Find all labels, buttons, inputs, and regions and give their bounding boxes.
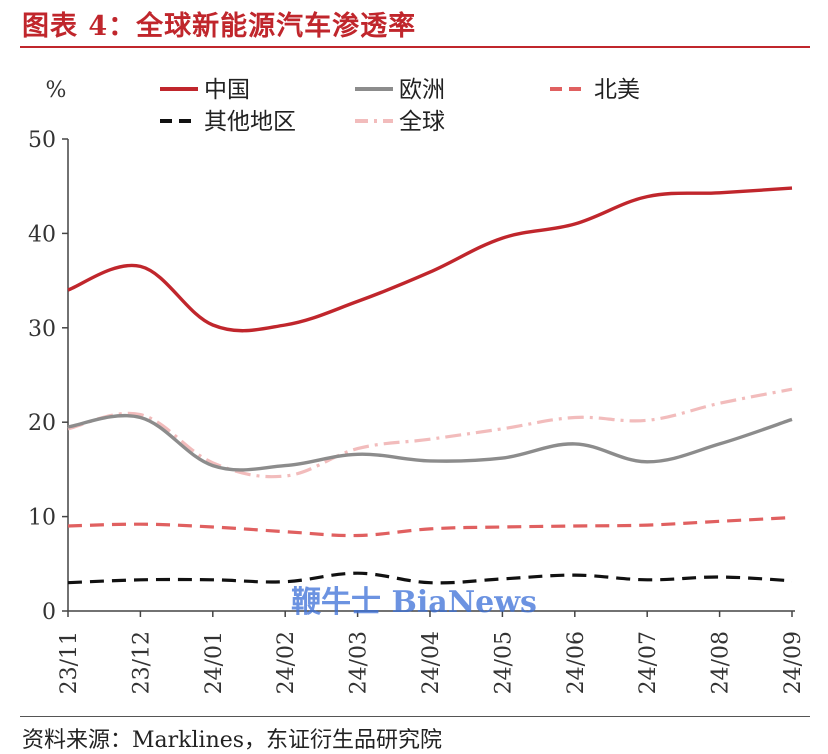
- legend-label-4: 全球: [399, 109, 445, 135]
- x-tick-label: 24/01: [202, 631, 227, 694]
- x-tick-label: 24/06: [564, 631, 589, 694]
- x-tick-label: 24/07: [636, 631, 661, 694]
- title-divider: [20, 46, 810, 48]
- series-line-3: [67, 571, 793, 585]
- x-tick-label: 24/04: [419, 631, 444, 694]
- y-tick-label: 50: [28, 128, 56, 153]
- x-tick-label: 24/05: [491, 631, 516, 694]
- legend-label-3: 其他地区: [204, 109, 296, 135]
- y-tick-label: 10: [28, 506, 56, 531]
- source-note: 资料来源：Marklines，东证衍生品研究院: [22, 728, 443, 753]
- x-tick-label: 23/12: [129, 631, 154, 694]
- legend-label-0: 中国: [204, 77, 250, 103]
- x-tick-label: 24/03: [347, 631, 372, 694]
- series-line-1: [67, 413, 793, 472]
- series-line-4: [67, 387, 793, 479]
- series-line-2: [67, 515, 793, 538]
- legend-label-2: 北美: [594, 77, 640, 103]
- y-tick-label: 0: [42, 600, 56, 625]
- x-tick-label: 24/02: [274, 631, 299, 694]
- x-tick-label: 24/09: [781, 631, 806, 694]
- chart-axes: 0 10 20 30 40 50 23/11 23/12 24/01 24/02 24/03 24/0…: [28, 128, 806, 694]
- legend-label-1: 欧洲: [399, 77, 445, 103]
- watermark: 鞭牛士 BiaNews: [291, 585, 537, 620]
- y-axis-label: %: [46, 78, 67, 103]
- chart-series: [67, 186, 793, 585]
- source-divider: [20, 716, 810, 717]
- figure-title: 图表 4：全球新能源汽车渗透率: [22, 11, 417, 42]
- y-tick-label: 30: [28, 317, 56, 342]
- x-tick-label: 24/08: [709, 631, 734, 694]
- x-tick-label: 23/11: [57, 631, 82, 694]
- y-tick-label: 20: [28, 411, 56, 436]
- y-tick-label: 40: [28, 222, 56, 247]
- series-line-0: [67, 186, 793, 333]
